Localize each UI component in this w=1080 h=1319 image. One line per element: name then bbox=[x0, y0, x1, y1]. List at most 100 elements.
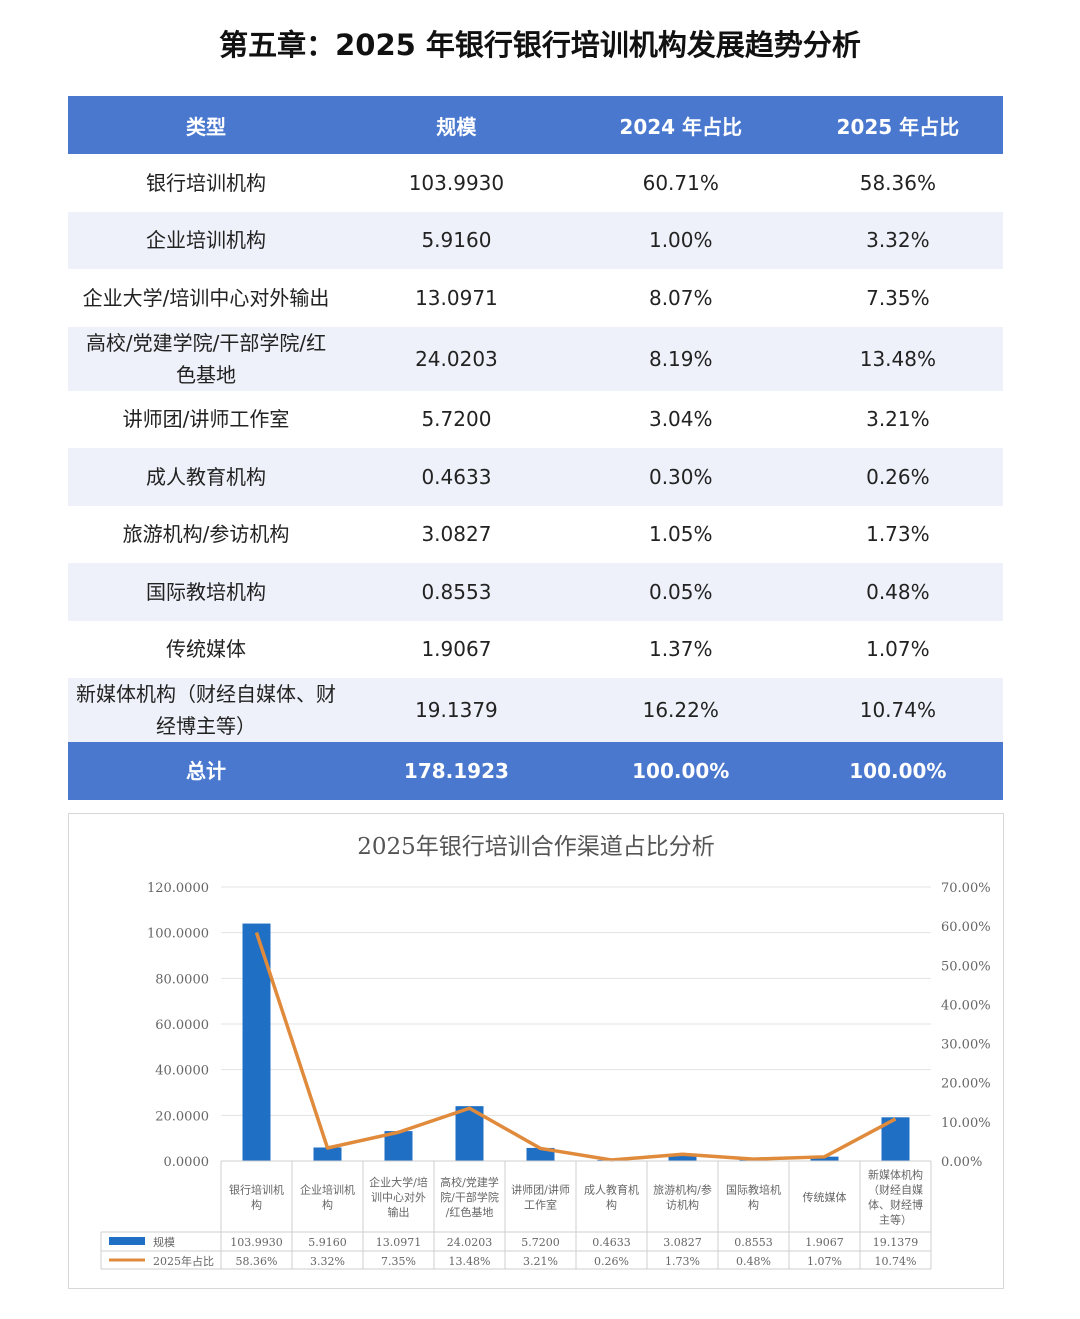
cell-type: 银行培训机构 bbox=[146, 170, 267, 195]
x-tick-label: 构 bbox=[251, 1198, 262, 1212]
legend-label-scale: 规模 bbox=[153, 1235, 175, 1249]
cell-2024: 60.71% bbox=[642, 170, 719, 195]
table-row: 讲师团/讲师工作室 5.7200 3.04% 3.21% bbox=[68, 391, 1003, 449]
data-label-scale: 0.4633 bbox=[592, 1236, 631, 1249]
table-row: 企业大学/培训中心对外输出 13.0971 8.07% 7.35% bbox=[68, 269, 1003, 327]
data-label-share: 7.35% bbox=[381, 1255, 416, 1268]
data-label-share: 13.48% bbox=[449, 1255, 491, 1268]
cell-scale: 13.0971 bbox=[415, 285, 498, 310]
data-label-scale: 5.9160 bbox=[308, 1236, 347, 1249]
line-2025-share bbox=[254, 932, 897, 1162]
x-tick-label: 新媒体机构 bbox=[868, 1168, 923, 1182]
cell-scale: 5.7200 bbox=[421, 407, 492, 432]
data-label-scale: 13.0971 bbox=[376, 1236, 422, 1249]
data-label-scale: 103.9930 bbox=[230, 1236, 283, 1249]
left-tick-label: 100.0000 bbox=[147, 927, 209, 942]
cell-scale: 19.1379 bbox=[344, 678, 569, 742]
cell-2024: 8.19% bbox=[568, 326, 793, 391]
legend-label-share: 2025年占比 bbox=[153, 1254, 214, 1268]
table-row: 企业培训机构 5.9160 1.00% 3.32% bbox=[68, 211, 1003, 269]
cell-2025: 7.35% bbox=[866, 285, 930, 310]
cell-scale: 103.9930 bbox=[408, 170, 505, 195]
left-tick-label: 0.0000 bbox=[164, 1155, 210, 1170]
cell-2024: 0.30% bbox=[568, 448, 793, 506]
x-tick-label: 访机构 bbox=[666, 1198, 699, 1212]
cell-scale: 5.9160 bbox=[344, 211, 569, 269]
cell-type: 成人教育机构 bbox=[68, 448, 345, 506]
right-tick-label: 50.00% bbox=[941, 959, 991, 974]
data-label-share: 0.48% bbox=[736, 1255, 771, 1268]
table-row: 传统媒体 1.9067 1.37% 1.07% bbox=[68, 621, 1003, 679]
cell-scale: 0.4633 bbox=[344, 448, 569, 506]
x-tick-label: 高校/党建学 bbox=[440, 1175, 499, 1189]
right-tick-label: 70.00% bbox=[941, 881, 991, 896]
cell-2025: 58.36% bbox=[859, 170, 936, 195]
table-header-row: 类型 规模 2024 年占比 2025 年占比 bbox=[68, 96, 1003, 154]
data-label-share: 58.36% bbox=[236, 1255, 278, 1268]
cell-2025: 1.73% bbox=[866, 522, 930, 547]
cell-2024: 8.07% bbox=[648, 285, 713, 310]
combo-chart: 2025年银行培训合作渠道占比分析 0.0000 20.0000 40.0000 60.… bbox=[100, 834, 991, 1270]
cell-type: 国际教培机构 bbox=[68, 563, 345, 621]
data-label-share: 10.74% bbox=[875, 1255, 917, 1268]
table-row: 高校/党建学院/干部学院/红色基地 24.0203 8.19% 13.48% bbox=[68, 326, 1003, 391]
right-tick-label: 10.00% bbox=[941, 1116, 991, 1131]
cell-2025: 3.32% bbox=[792, 211, 1003, 269]
x-tick-label: 国际教培机 bbox=[726, 1183, 781, 1197]
x-tick-label: 旅游机构/参 bbox=[653, 1183, 712, 1197]
page-title: 第五章：2025 年银行银行培训机构发展趋势分析 bbox=[219, 28, 861, 62]
cell-2024: 1.00% bbox=[568, 211, 793, 269]
cell-scale: 24.0203 bbox=[344, 326, 569, 391]
data-label-scale: 1.9067 bbox=[805, 1236, 844, 1249]
x-tick-label: 体、财经博 bbox=[868, 1198, 923, 1212]
cell-type: 新媒体机构（财经自媒体、财经博主等） bbox=[68, 678, 345, 742]
total-2025: 100.00% bbox=[792, 742, 1003, 800]
cell-2025: 13.48% bbox=[792, 326, 1003, 391]
left-tick-label: 80.0000 bbox=[155, 972, 209, 987]
cell-type: 企业大学/培训中心对外输出 bbox=[82, 285, 330, 310]
table-total-row: 总计 178.1923 100.00% 100.00% bbox=[68, 742, 1003, 800]
right-tick-label: 60.00% bbox=[941, 920, 991, 935]
cell-scale: 1.9067 bbox=[421, 637, 492, 662]
legend-swatch-scale bbox=[109, 1237, 145, 1245]
data-label-scale: 24.0203 bbox=[447, 1236, 493, 1249]
left-tick-label: 40.0000 bbox=[155, 1064, 209, 1079]
total-scale: 178.1923 bbox=[344, 742, 569, 800]
data-label-share: 3.21% bbox=[523, 1255, 558, 1268]
table-row: 旅游机构/参访机构 3.0827 1.05% 1.73% bbox=[68, 506, 1003, 564]
header-2025-share: 2025 年占比 bbox=[792, 96, 1003, 154]
bar-scale bbox=[810, 1156, 839, 1161]
data-label-scale: 3.0827 bbox=[663, 1236, 702, 1249]
header-scale: 规模 bbox=[344, 96, 569, 154]
x-tick-label: 构 bbox=[606, 1198, 617, 1212]
cell-scale: 3.0827 bbox=[421, 522, 492, 547]
cell-2024: 0.05% bbox=[568, 563, 793, 621]
table-row: 银行培训机构 103.9930 60.71% 58.36% bbox=[68, 154, 1003, 212]
cell-2025: 0.48% bbox=[792, 563, 1003, 621]
cell-2025: 1.07% bbox=[866, 637, 930, 662]
left-tick-label: 20.0000 bbox=[155, 1109, 209, 1124]
x-tick-label: 讲师团/讲师 bbox=[511, 1183, 570, 1197]
cell-2025: 10.74% bbox=[792, 678, 1003, 742]
data-label-scale: 0.8553 bbox=[734, 1236, 773, 1249]
right-tick-label: 40.00% bbox=[941, 998, 991, 1013]
cell-2025: 3.21% bbox=[866, 407, 930, 432]
data-label-scale: 5.7200 bbox=[521, 1236, 560, 1249]
cell-type: 企业培训机构 bbox=[68, 211, 345, 269]
x-tick-label: 企业大学/培 bbox=[369, 1175, 428, 1189]
x-tick-label: 成人教育机 bbox=[584, 1183, 639, 1197]
total-2024: 100.00% bbox=[568, 742, 793, 800]
x-tick-label: 工作室 bbox=[524, 1198, 557, 1212]
data-table: 类型 规模 2024 年占比 2025 年占比 银行培训机构 103.9930 … bbox=[68, 96, 1003, 800]
header-2024-share: 2024 年占比 bbox=[568, 96, 793, 154]
cell-type: 高校/党建学院/干部学院/红色基地 bbox=[68, 326, 345, 391]
data-label-share: 1.73% bbox=[665, 1255, 700, 1268]
data-label-scale: 19.1379 bbox=[873, 1236, 919, 1249]
x-tick-label: （财经自媒 bbox=[868, 1183, 923, 1197]
x-tick-label: 企业培训机 bbox=[300, 1183, 355, 1197]
x-tick-label: 院/干部学院 bbox=[440, 1190, 499, 1204]
right-tick-label: 30.00% bbox=[941, 1038, 991, 1053]
right-tick-label: 20.00% bbox=[941, 1077, 991, 1092]
left-tick-label: 120.0000 bbox=[147, 881, 209, 896]
cell-scale: 0.8553 bbox=[344, 563, 569, 621]
